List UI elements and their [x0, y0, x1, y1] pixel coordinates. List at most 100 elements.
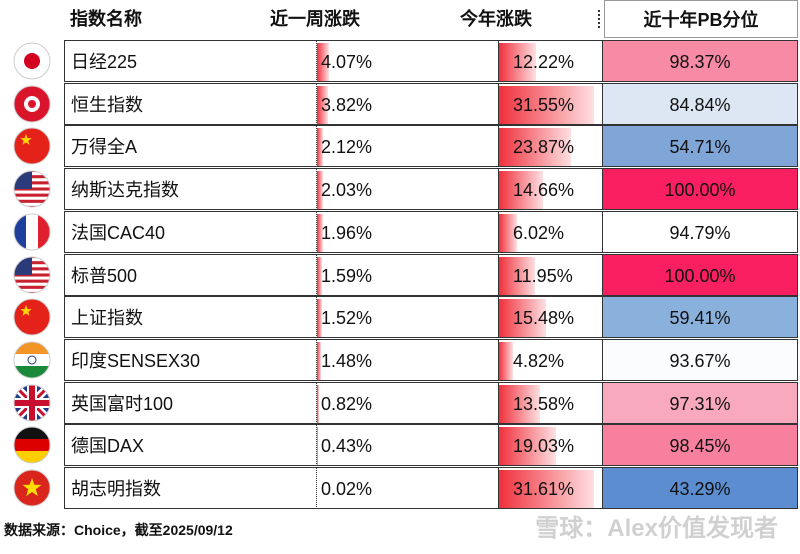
header-ytd: 今年涨跌: [460, 9, 532, 29]
ytd-change: 23.87%: [498, 125, 602, 168]
pb-percentile: 100.00%: [602, 168, 798, 211]
week-change: 1.48%: [316, 338, 498, 381]
ytd-change: 12.22%: [498, 40, 602, 82]
ytd-change: 19.03%: [498, 424, 602, 467]
week-change: 4.07%: [316, 40, 498, 82]
flag-icon: [13, 426, 51, 464]
flag-icon: [13, 42, 51, 80]
week-value: 2.03%: [321, 180, 373, 201]
ytd-bar: [499, 256, 535, 295]
ytd-change: 15.48%: [498, 296, 602, 339]
ytd-bar: [499, 213, 518, 252]
week-change: 1.96%: [316, 210, 498, 253]
ytd-change: 4.82%: [498, 338, 602, 381]
pb-percentile: 100.00%: [602, 253, 798, 296]
index-name: 英国富时100: [64, 381, 316, 424]
week-value: 1.96%: [321, 222, 373, 243]
week-value: 3.82%: [321, 94, 373, 115]
ytd-value: 12.22%: [513, 52, 575, 72]
ytd-bar: [499, 427, 557, 466]
ytd-bar: [499, 470, 594, 508]
pb-percentile: 59.41%: [602, 296, 798, 339]
flag-icon: [13, 85, 51, 123]
ytd-change: 31.55%: [498, 82, 602, 125]
flag-icon: [13, 256, 51, 293]
week-bar: [317, 256, 322, 295]
week-change: 3.82%: [316, 82, 498, 125]
week-bar: [317, 171, 324, 210]
header-pb: 近十年PB分位: [604, 0, 798, 38]
ytd-bar: [499, 299, 546, 338]
index-name: 纳斯达克指数: [64, 168, 316, 211]
ytd-value: 4.82%: [513, 350, 565, 371]
week-value: 1.48%: [321, 350, 373, 371]
ytd-value: 14.66%: [513, 180, 575, 201]
week-change: 0.02%: [316, 467, 498, 509]
ytd-value: 19.03%: [513, 436, 575, 457]
index-name: 印度SENSEX30: [64, 338, 316, 381]
header-name: 指数名称: [70, 9, 142, 29]
pb-percentile: 93.67%: [602, 338, 798, 381]
ytd-bar: [499, 341, 514, 380]
week-value: 0.82%: [321, 393, 373, 414]
flag-icon: [13, 469, 51, 507]
ytd-change: 11.95%: [498, 253, 602, 296]
flag-icon: [13, 341, 51, 379]
index-name: 胡志明指数: [64, 467, 316, 509]
index-name: 恒生指数: [64, 82, 316, 125]
ytd-value: 15.48%: [513, 308, 575, 329]
header-week: 近一周涨跌: [270, 9, 360, 29]
index-name: 日经225: [64, 40, 316, 82]
ytd-value: 11.95%: [513, 265, 573, 286]
week-value: 4.07%: [321, 52, 373, 72]
week-bar: [317, 43, 330, 81]
ytd-change: 13.58%: [498, 381, 602, 424]
week-change: 2.03%: [316, 168, 498, 211]
ytd-bar: [499, 43, 536, 81]
pb-percentile: 43.29%: [602, 467, 798, 509]
ytd-value: 6.02%: [513, 222, 565, 243]
pb-percentile: 97.31%: [602, 381, 798, 424]
week-value: 0.43%: [321, 436, 373, 457]
pb-percentile: 98.37%: [602, 40, 798, 82]
week-bar: [317, 128, 324, 167]
ytd-value: 31.55%: [513, 94, 575, 115]
week-change: 1.52%: [316, 296, 498, 339]
ytd-bar: [499, 85, 594, 124]
pb-percentile: 54.71%: [602, 125, 798, 168]
header-marker: [598, 10, 600, 28]
week-value: 0.02%: [321, 479, 373, 499]
week-value: 1.59%: [321, 265, 373, 286]
ytd-change: 31.61%: [498, 467, 602, 509]
ytd-change: 6.02%: [498, 210, 602, 253]
week-bar: [317, 299, 322, 338]
ytd-value: 31.61%: [513, 479, 575, 499]
week-change: 1.59%: [316, 253, 498, 296]
week-change: 0.43%: [316, 424, 498, 467]
flag-icon: [13, 170, 51, 208]
week-change: 2.12%: [316, 125, 498, 168]
flag-icon: [13, 384, 51, 422]
week-bar: [317, 213, 323, 252]
ytd-value: 13.58%: [513, 393, 575, 414]
ytd-bar: [499, 128, 571, 167]
watermark: 雪球：Alex价值发现者: [535, 515, 778, 542]
index-name: 法国CAC40: [64, 210, 316, 253]
index-name: 标普500: [64, 253, 316, 296]
ytd-value: 23.87%: [513, 137, 575, 158]
ytd-change: 14.66%: [498, 168, 602, 211]
ytd-bar: [499, 171, 544, 210]
week-bar: [317, 341, 322, 380]
week-bar: [317, 85, 329, 124]
week-bar: [317, 427, 319, 466]
flag-icon: [13, 213, 51, 251]
pb-percentile: 84.84%: [602, 82, 798, 125]
week-change: 0.82%: [316, 381, 498, 424]
flag-icon: [13, 298, 51, 336]
pb-percentile: 98.45%: [602, 424, 798, 467]
source-note: 数据来源：Choice，截至2025/09/12: [4, 522, 233, 538]
pb-percentile: 94.79%: [602, 210, 798, 253]
index-name: 万得全A: [64, 125, 316, 168]
ytd-bar: [499, 384, 540, 423]
